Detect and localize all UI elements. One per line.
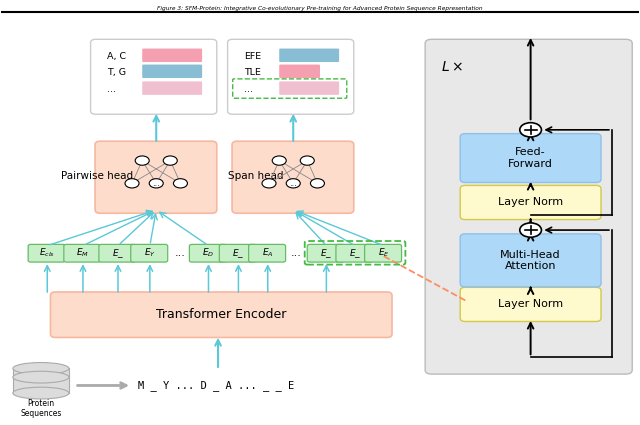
Circle shape: [520, 223, 541, 237]
Bar: [13, 368, 69, 393]
Text: Multi-Head
Attention: Multi-Head Attention: [500, 249, 561, 271]
Text: Protein
Sequences: Protein Sequences: [20, 399, 61, 418]
Text: ...: ...: [152, 179, 160, 188]
Text: ...: ...: [107, 85, 116, 94]
Circle shape: [520, 123, 541, 137]
FancyBboxPatch shape: [307, 244, 344, 262]
Circle shape: [135, 156, 149, 165]
Ellipse shape: [13, 363, 69, 374]
Circle shape: [173, 178, 188, 188]
FancyBboxPatch shape: [460, 234, 601, 287]
FancyBboxPatch shape: [460, 185, 601, 220]
FancyBboxPatch shape: [365, 244, 401, 262]
Text: Layer Norm: Layer Norm: [498, 299, 563, 309]
Text: $E\_$: $E\_$: [320, 247, 333, 260]
FancyBboxPatch shape: [142, 48, 202, 62]
FancyBboxPatch shape: [64, 244, 100, 262]
Circle shape: [262, 178, 276, 188]
Circle shape: [125, 178, 139, 188]
Text: Transformer Encoder: Transformer Encoder: [156, 308, 287, 321]
FancyBboxPatch shape: [99, 244, 136, 262]
Text: ...: ...: [289, 179, 297, 188]
FancyBboxPatch shape: [28, 244, 65, 262]
FancyBboxPatch shape: [95, 141, 217, 213]
Circle shape: [300, 156, 314, 165]
Text: $L\times$: $L\times$: [441, 60, 463, 74]
Text: Figure 3: SFM-Protein: Integrative Co-evolutionary Pre-training for Advanced Pro: Figure 3: SFM-Protein: Integrative Co-ev…: [157, 6, 483, 11]
Text: $E_M$: $E_M$: [76, 247, 90, 260]
FancyBboxPatch shape: [279, 65, 320, 78]
Text: ...: ...: [291, 248, 302, 258]
Text: $E\_$: $E\_$: [112, 247, 124, 260]
Text: $E_D$: $E_D$: [202, 247, 214, 260]
Ellipse shape: [13, 371, 69, 383]
FancyBboxPatch shape: [425, 39, 632, 374]
FancyBboxPatch shape: [189, 244, 227, 262]
Text: Span head: Span head: [228, 171, 283, 181]
Circle shape: [286, 178, 300, 188]
Text: T, G: T, G: [107, 68, 126, 77]
Text: ...: ...: [244, 85, 253, 94]
FancyBboxPatch shape: [460, 287, 601, 321]
FancyBboxPatch shape: [336, 244, 373, 262]
FancyBboxPatch shape: [248, 244, 285, 262]
Text: Layer Norm: Layer Norm: [498, 198, 563, 207]
Circle shape: [272, 156, 286, 165]
Text: $E_E$: $E_E$: [378, 247, 390, 260]
FancyBboxPatch shape: [460, 133, 601, 182]
Text: $E\_$: $E\_$: [232, 247, 244, 260]
Text: Feed-
Forward: Feed- Forward: [508, 147, 553, 169]
FancyBboxPatch shape: [51, 292, 392, 337]
Text: Pairwise head: Pairwise head: [61, 171, 132, 181]
Text: A, C: A, C: [107, 52, 126, 62]
Ellipse shape: [13, 387, 69, 399]
Text: $E_Y$: $E_Y$: [144, 247, 156, 260]
FancyBboxPatch shape: [220, 244, 256, 262]
FancyBboxPatch shape: [142, 82, 202, 95]
Circle shape: [149, 178, 163, 188]
FancyBboxPatch shape: [142, 65, 202, 78]
Text: $E_{cls}$: $E_{cls}$: [39, 247, 55, 260]
FancyBboxPatch shape: [279, 48, 339, 62]
FancyBboxPatch shape: [279, 82, 339, 95]
Text: M _ Y ... D _ A ... _ _ E: M _ Y ... D _ A ... _ _ E: [138, 380, 294, 391]
FancyBboxPatch shape: [232, 141, 354, 213]
Text: EFE: EFE: [244, 52, 261, 62]
Text: $E_A$: $E_A$: [262, 247, 273, 260]
Text: ...: ...: [174, 248, 185, 258]
Circle shape: [310, 178, 324, 188]
Text: $E\_$: $E\_$: [349, 247, 361, 260]
Circle shape: [163, 156, 177, 165]
FancyBboxPatch shape: [228, 39, 354, 114]
FancyBboxPatch shape: [131, 244, 168, 262]
Text: TLE: TLE: [244, 68, 261, 77]
FancyBboxPatch shape: [91, 39, 217, 114]
